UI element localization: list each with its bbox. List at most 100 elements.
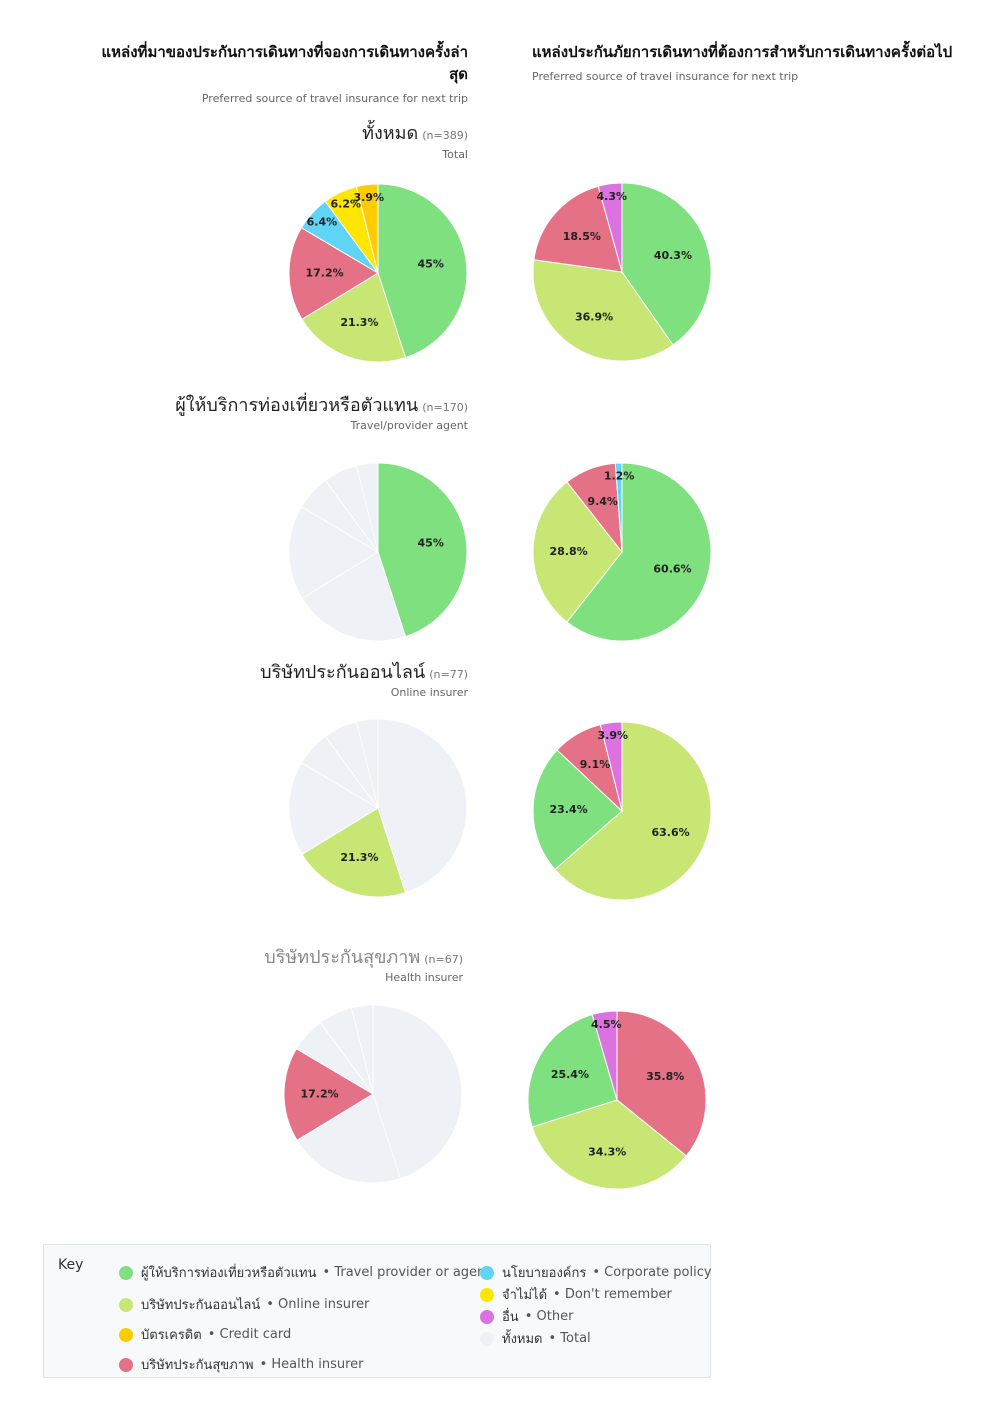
pie-slice-online-insurer bbox=[554, 721, 712, 901]
pie-slice-online-insurer bbox=[531, 1099, 687, 1190]
pie-slice-travel-agent bbox=[621, 182, 712, 346]
legend-label-th: บริษัทประกันสุขภาพ bbox=[141, 1358, 254, 1373]
pie-slice-label: 4.5% bbox=[591, 1018, 622, 1031]
pie-slice-total bbox=[301, 551, 407, 642]
legend-item-total: ทั้งหมด • Total bbox=[480, 1328, 591, 1349]
segment-subtitle-online-insurer: Online insurer bbox=[390, 686, 468, 699]
legend-item-travel-agent: ผู้ให้บริการท่องเที่ยวหรือตัวแทน • Trave… bbox=[119, 1262, 490, 1283]
pie-slice-label: 9.4% bbox=[587, 495, 618, 508]
pie-slice-label: 17.2% bbox=[301, 1087, 339, 1100]
pie-slice-label: 60.6% bbox=[653, 563, 691, 576]
pie-slice-label: 36.9% bbox=[575, 311, 613, 324]
legend-label-th: บัตรเครดิต bbox=[141, 1328, 202, 1343]
pie-slice-label: 1.2% bbox=[604, 469, 635, 482]
segment-count: (n=170) bbox=[422, 401, 468, 414]
legend-swatch bbox=[480, 1287, 494, 1302]
pie-slice-online-insurer bbox=[301, 807, 407, 898]
pie-slice-total bbox=[355, 462, 379, 553]
segment-title-total: ทั้งหมด (n=389) bbox=[362, 118, 468, 147]
pie-slice-label: 9.1% bbox=[580, 758, 611, 771]
pie-slice-label: 6.4% bbox=[307, 215, 338, 228]
legend-label-th: ผู้ให้บริการท่องเที่ยวหรือตัวแทน bbox=[141, 1266, 317, 1281]
pie-slice-travel-agent bbox=[377, 183, 468, 359]
segment-subtitle-health-insurer: Health insurer bbox=[385, 971, 463, 984]
legend-swatch bbox=[480, 1331, 494, 1346]
segment-title-text: บริษัทประกันออนไลน์ bbox=[260, 662, 426, 683]
pie-slice-label: 34.3% bbox=[588, 1146, 626, 1159]
legend-box: Key ผู้ให้บริการท่องเที่ยวหรือตัวแทน • T… bbox=[43, 1244, 712, 1378]
legend-label-en: • Health insurer bbox=[259, 1357, 364, 1372]
legend-item-other: อื่น • Other bbox=[480, 1306, 573, 1327]
left-column-title: แหล่งที่มาของประกันการเดินทางที่จองการเด… bbox=[100, 41, 468, 85]
legend-label-th: นโยบายองค์กร bbox=[502, 1266, 587, 1281]
legend-swatch bbox=[119, 1357, 133, 1372]
pie-chart-7: 17.2% bbox=[283, 1004, 463, 1184]
segment-title-text: บริษัทประกันสุขภาพ bbox=[264, 947, 421, 968]
pie-charts: 45%21.3%17.2%6.4%6.2%3.9%40.3%36.9%18.5%… bbox=[283, 182, 712, 1190]
legend-label-en: • Other bbox=[524, 1309, 574, 1324]
legend-label-en: • Don't remember bbox=[553, 1287, 672, 1302]
pie-slice-travel-agent bbox=[527, 1013, 618, 1128]
legend-label-th: บริษัทประกันออนไลน์ bbox=[141, 1298, 261, 1313]
pie-slice-label: 4.3% bbox=[597, 190, 628, 203]
pie-slice-label: 45% bbox=[418, 537, 444, 550]
legend-label-en: • Corporate policy bbox=[592, 1265, 712, 1280]
right-column-title: แหล่งประกันภัยการเดินทางที่ต้องการสำหรับ… bbox=[532, 43, 953, 61]
pie-slice-online-insurer bbox=[532, 481, 623, 623]
pie-slice-travel-agent bbox=[377, 462, 468, 638]
pie-slice-online-insurer bbox=[301, 272, 407, 363]
pie-slice-health-insurer bbox=[616, 1010, 707, 1157]
legend-item-credit-card: บัตรเครดิต • Credit card bbox=[119, 1324, 291, 1345]
segment-count: (n=67) bbox=[424, 953, 463, 966]
legend-item-online-insurer: บริษัทประกันออนไลน์ • Online insurer bbox=[119, 1294, 369, 1315]
segment-subtitle-travel-agent: Travel/provider agent bbox=[350, 419, 468, 432]
legend-item-health-insurer: บริษัทประกันสุขภาพ • Health insurer bbox=[119, 1354, 364, 1375]
legend-swatch bbox=[480, 1309, 494, 1324]
pie-chart-6: 63.6% 23.4% 9.1% 3.9% bbox=[532, 721, 712, 901]
legend-label-en: • Online insurer bbox=[266, 1297, 370, 1312]
pie-slice-health-insurer bbox=[533, 185, 623, 273]
segment-count: (n=389) bbox=[422, 129, 468, 142]
pie-slice-total bbox=[377, 718, 468, 894]
pie-slice-total bbox=[296, 1093, 402, 1184]
pie-slice-health-insurer bbox=[288, 227, 379, 320]
pie-slice-other bbox=[599, 721, 623, 812]
legend-title: Key bbox=[58, 1257, 84, 1273]
pie-slice-label: 23.4% bbox=[550, 803, 588, 816]
pie-slice-label: 18.5% bbox=[563, 230, 601, 243]
legend-label-th: จำไม่ได้ bbox=[502, 1288, 548, 1303]
pie-slice-total bbox=[350, 1004, 374, 1095]
pie-slice-total bbox=[372, 1004, 463, 1180]
legend-label-en: • Travel provider or agent bbox=[322, 1265, 491, 1280]
pie-slice-corporate-policy bbox=[614, 462, 623, 553]
pie-slice-travel-agent bbox=[532, 749, 623, 871]
pie-chart-5: 21.3% bbox=[288, 718, 468, 898]
pie-slice-other bbox=[597, 182, 623, 273]
pie-slice-label: 21.3% bbox=[340, 851, 378, 864]
left-column-subtitle: Preferred source of travel insurance for… bbox=[201, 92, 468, 105]
pie-slice-label: 25.4% bbox=[551, 1068, 589, 1081]
pie-slice-label: 35.8% bbox=[646, 1070, 684, 1083]
pie-slice-travel-agent bbox=[566, 462, 712, 642]
segment-title-online-insurer: บริษัทประกันออนไลน์ (n=77) bbox=[260, 657, 468, 686]
pie-slice-label: 21.3% bbox=[340, 316, 378, 329]
pie-slice-other bbox=[591, 1010, 618, 1101]
legend-label-en: • Total bbox=[548, 1331, 591, 1346]
pie-slice-label: 63.6% bbox=[652, 826, 690, 839]
pie-chart-8: 35.8% 34.3% 25.4% 4.5% bbox=[527, 1010, 707, 1190]
pie-slice-label: 3.9% bbox=[598, 729, 629, 742]
legend-swatch bbox=[119, 1327, 133, 1342]
legend-label-th: อื่น bbox=[502, 1310, 519, 1325]
segment-subtitle-total: Total bbox=[442, 148, 468, 161]
pie-slice-label: 17.2% bbox=[306, 266, 344, 279]
left-column-title-line1: แหล่งที่มาของประกันการเดินทางที่จองการเด… bbox=[101, 43, 468, 61]
legend-swatch bbox=[119, 1265, 133, 1280]
legend-label-en: • Credit card bbox=[207, 1327, 292, 1342]
pie-slice-total bbox=[288, 762, 379, 855]
segment-count: (n=77) bbox=[429, 668, 468, 681]
left-column-title-line2: สุด bbox=[449, 65, 468, 83]
pie-slice-label: 6.2% bbox=[331, 198, 362, 211]
legend-swatch bbox=[480, 1265, 494, 1280]
pie-chart-3: 45% bbox=[288, 462, 468, 642]
segment-title-travel-agent: ผู้ให้บริการท่องเที่ยวหรือตัวแทน (n=170) bbox=[175, 390, 468, 419]
